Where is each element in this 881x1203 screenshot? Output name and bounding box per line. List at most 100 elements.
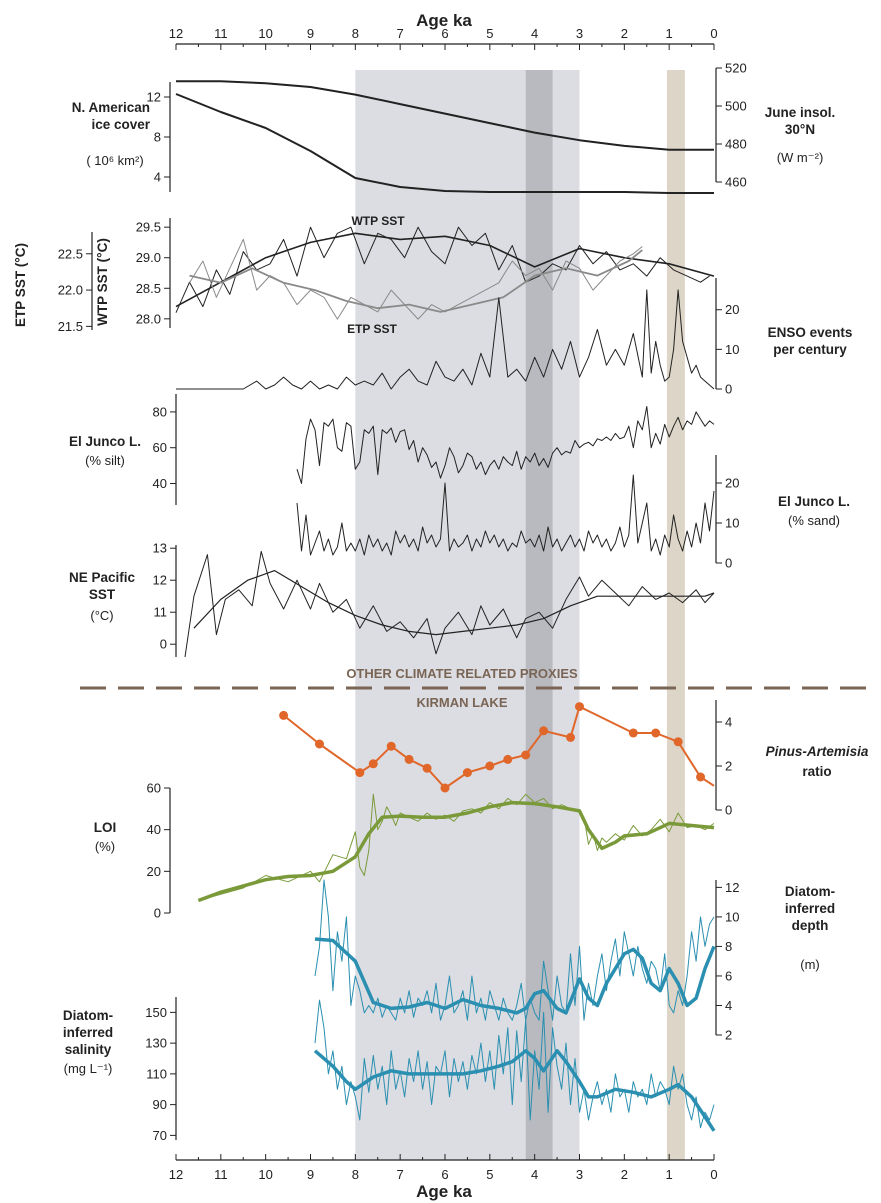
pinus-artemisia-point xyxy=(440,783,450,793)
age-tick-label-top-5: 5 xyxy=(486,26,493,41)
diatom-depth-y-tick-label: 12 xyxy=(725,880,739,895)
age-tick-label-bottom-7: 7 xyxy=(397,1167,404,1182)
enso-y-tick-label: 10 xyxy=(725,342,739,357)
age-tick-label-top-8: 8 xyxy=(352,26,359,41)
depth-unit: (m) xyxy=(800,957,820,972)
shaded-band-1 xyxy=(525,70,553,1160)
age-tick-label-top-9: 9 xyxy=(307,26,314,41)
ne-pacific-sst-smooth-line xyxy=(193,570,715,636)
pinus-artemisia-point xyxy=(386,741,396,751)
x-axis-title-top: Age ka xyxy=(416,11,472,30)
ice-cover-y-tick-label: 4 xyxy=(154,170,161,185)
diatom-salinity-y-tick-label: 150 xyxy=(145,1005,167,1020)
divider-heading: OTHER CLIMATE RELATED PROXIES xyxy=(346,666,578,681)
age-tick-label-top-2: 2 xyxy=(621,26,628,41)
insol-title-2: 30°N xyxy=(785,122,815,137)
depth-title: Diatom-inferred depth xyxy=(785,884,835,933)
depth-title-3: depth xyxy=(792,918,829,933)
insolation-y-tick-label: 500 xyxy=(725,99,747,114)
wtp-sst-smooth-line xyxy=(175,232,715,308)
sand-title: El Junco L. xyxy=(778,494,850,509)
nep-title-1: NE Pacific xyxy=(69,570,136,585)
salinity-unit: (mg L⁻¹) xyxy=(64,1061,113,1076)
pinus-artemisia-point xyxy=(521,750,531,760)
etp-sst-y-tick-label: 22.0 xyxy=(58,283,83,298)
loi-y-tick-label: 60 xyxy=(147,781,161,796)
age-tick-label-bottom-0: 0 xyxy=(710,1167,717,1182)
age-tick-label-top-3: 3 xyxy=(576,26,583,41)
age-tick-label-top-10: 10 xyxy=(258,26,272,41)
diatom-salinity-y-tick-label: 110 xyxy=(146,1066,167,1081)
divider-subheading: KIRMAN LAKE xyxy=(417,695,508,710)
shaded-band-2 xyxy=(666,70,685,1160)
pinus-artemisia-point xyxy=(628,728,638,738)
depth-title-2: inferred xyxy=(785,901,835,916)
silt-title: El Junco L. xyxy=(69,434,141,449)
ice-cover-y-tick-label: 12 xyxy=(147,90,161,105)
salinity-title: Diatom-inferred salinity xyxy=(63,1008,113,1057)
etp-sst-y-tick-label: 21.5 xyxy=(58,319,83,334)
age-tick-label-bottom-11: 11 xyxy=(214,1167,228,1182)
age-tick-label-top-1: 1 xyxy=(666,26,673,41)
age-tick-label-bottom-9: 9 xyxy=(307,1167,314,1182)
ice-unit: ( 10⁶ km²) xyxy=(86,153,143,168)
ice-cover-line xyxy=(175,93,714,194)
label-layer: 12 11 10 9 8 7 6 5 4 3 2 1 012 11 10 9 8 7 6 5 4 3 2 1 048124604… xyxy=(58,26,747,1182)
sand-y-tick-label: 20 xyxy=(725,476,739,491)
pinus-artemisia-point xyxy=(673,737,683,747)
salinity-title-3: salinity xyxy=(65,1042,112,1057)
pinus-artemisia-point xyxy=(462,768,472,778)
ice-cover-y-tick-label: 8 xyxy=(154,130,161,145)
diatom-depth-smooth-line xyxy=(314,937,716,1015)
age-tick-label-bottom-1: 1 xyxy=(666,1167,673,1182)
ne-pacific-sst-raw-line xyxy=(184,550,715,658)
loi-smooth-line xyxy=(197,800,715,903)
wtp-annotation: WTP SST xyxy=(351,214,405,228)
pinus-title: Pinus-Artemisia xyxy=(766,744,869,759)
age-tick-label-bottom-3: 3 xyxy=(576,1167,583,1182)
ice-title-2: ice cover xyxy=(91,117,150,132)
age-tick-label-top-0: 0 xyxy=(710,26,717,41)
insol-unit: (W m⁻²) xyxy=(777,150,824,165)
sand-line xyxy=(296,474,715,556)
pinus-artemisia-point xyxy=(314,739,324,749)
sand-y-tick-label: 10 xyxy=(725,516,739,531)
insolation-y-tick-label: 520 xyxy=(725,61,747,76)
pinus-artemisia-point xyxy=(485,761,495,771)
age-tick-label-bottom-6: 6 xyxy=(441,1167,448,1182)
etp-annotation: ETP SST xyxy=(347,322,397,336)
axes-layer xyxy=(86,43,722,1161)
enso-title-1: ENSO events xyxy=(768,325,853,340)
silt-y-tick-label: 80 xyxy=(153,404,167,419)
etp-sst-y-tick-label: 22.5 xyxy=(58,246,83,261)
ne-pacific-sst-y-tick-label: 12 xyxy=(153,573,167,588)
enso-y-tick-label: 20 xyxy=(725,302,739,317)
pinus-artemisia-point xyxy=(404,754,414,764)
wtp-sst-raw-line xyxy=(175,226,710,313)
enso-y-tick-label: 0 xyxy=(725,382,732,397)
diatom-salinity-y-tick-label: 90 xyxy=(153,1097,167,1112)
silt-y-tick-label: 40 xyxy=(153,476,167,491)
age-tick-label-top-7: 7 xyxy=(397,26,404,41)
salinity-title-2: inferred xyxy=(63,1025,113,1040)
diatom-depth-y-tick-label: 10 xyxy=(725,909,739,924)
ne-pacific-sst-y-tick-label: 13 xyxy=(153,541,167,556)
silt-unit: (% silt) xyxy=(85,453,125,468)
pinus-artemisia-point xyxy=(368,759,378,769)
silt-y-tick-label: 60 xyxy=(153,440,167,455)
loi-y-tick-label: 20 xyxy=(147,864,161,879)
nep-unit: (°C) xyxy=(90,608,113,623)
etp-sst-raw-line xyxy=(189,238,643,320)
nep-title-2: SST xyxy=(89,587,116,602)
pinus-artemisia-point xyxy=(355,768,365,778)
diatom-depth-y-tick-label: 4 xyxy=(725,998,732,1013)
insol-title: June insol. 30°N xyxy=(765,105,836,137)
sand-unit: (% sand) xyxy=(788,513,840,528)
diatom-depth-y-tick-label: 2 xyxy=(725,1028,732,1043)
pinus-artemisia-point xyxy=(575,702,584,712)
age-tick-label-top-11: 11 xyxy=(214,26,228,41)
insolation-y-tick-label: 480 xyxy=(725,137,747,152)
diatom-salinity-y-tick-label: 70 xyxy=(153,1128,167,1143)
diatom-depth-y-tick-label: 8 xyxy=(725,939,732,954)
